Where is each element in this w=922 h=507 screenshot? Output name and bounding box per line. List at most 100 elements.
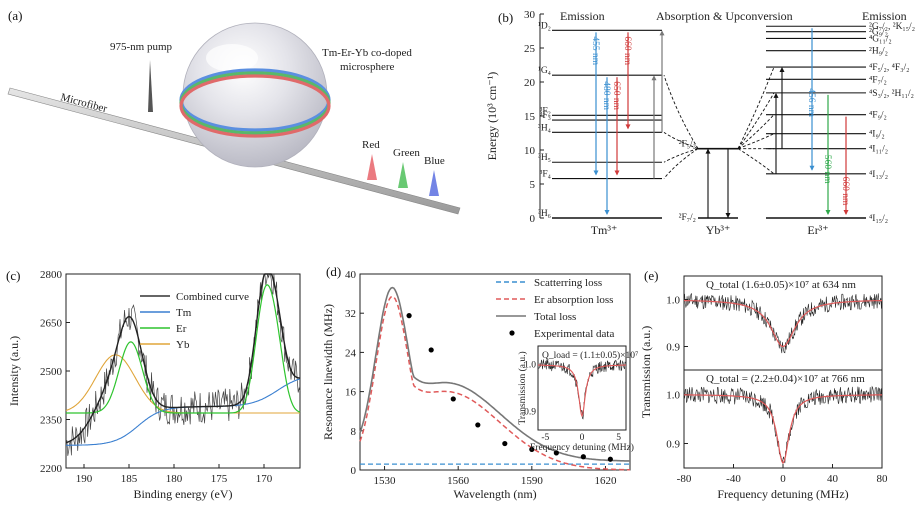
er-emission-label: 560 nm <box>822 155 832 184</box>
tm-emission-label: 480 nm <box>601 81 611 110</box>
er-level-label: ⁴I₁₃/₂ <box>869 170 888 180</box>
y-tick-label: 2500 <box>40 366 63 378</box>
yb-label: Yb³⁺ <box>706 223 731 237</box>
y-tick-label: 10 <box>524 145 536 157</box>
transmission-raw <box>683 385 883 464</box>
panel-a: (a) Microfiber Tm-Er-Yb co-doped microsp… <box>0 0 470 230</box>
legend-label: Experimental data <box>534 328 614 340</box>
y-tick-label: 1.0 <box>666 390 680 402</box>
y-axis-label: Energy (10³ cm⁻¹) <box>485 72 499 161</box>
experimental-point <box>553 450 559 456</box>
legend-label: Er absorption loss <box>534 294 613 306</box>
inset-y-label: Transmission (a.u.) <box>517 351 528 424</box>
microsphere <box>182 22 328 168</box>
x-tick-label: 80 <box>877 473 889 485</box>
q-label: Q_total = (2.2±0.04)×10⁷ at 766 nm <box>706 373 865 385</box>
er-emission-arrowhead <box>843 210 849 215</box>
er-level-label: ⁴I₉/₂ <box>869 130 885 140</box>
panel-d: (d) 1530 1560 1590 1620 0 8 16 24 32 40 Wavelength … <box>318 262 638 507</box>
tm-emission-arrowhead <box>625 124 631 130</box>
inset-x-tick-label: 5 <box>616 433 621 443</box>
sphere-label-2: microsphere <box>340 61 394 73</box>
er-level-label: ⁴F₉/₂ <box>869 111 887 121</box>
x-axis-label: Frequency detuning (MHz) <box>717 487 848 501</box>
er-level-label: ⁴F₇/₂ <box>869 75 887 85</box>
tm-level-label: ³F₃ <box>540 111 551 121</box>
energy-transfer-er <box>737 133 775 150</box>
transmission-fit <box>684 394 882 465</box>
xps-chart: (c) 190 185 180 175 170 2200 2350 2500 2650 2800 Bi… <box>6 268 301 501</box>
er-curve <box>66 284 301 414</box>
er-level-label: ⁴I₁₅/₂ <box>869 214 888 224</box>
panel-e-label: (e) <box>644 268 658 283</box>
legend-label: Total loss <box>534 311 576 323</box>
yb-curve <box>65 354 300 414</box>
y-tick-label: 0.9 <box>666 342 680 354</box>
tm-level-label: ³H₆ <box>538 209 551 219</box>
yb-level-label: ²F₇/₂ <box>679 213 696 223</box>
inset-raw-data <box>537 359 627 420</box>
experimental-point <box>580 454 586 460</box>
inset-y-tick-label: 1.0 <box>524 361 536 371</box>
inset-y-tick-label: 0.9 <box>524 407 536 417</box>
er-absorption-arrowhead <box>773 92 779 98</box>
er-level-label: ²G₇/₂, ²K₁₅/₂ <box>869 22 915 32</box>
inset-x-label: Frequency detuning (MHz) <box>530 442 634 453</box>
er-absorption-loss-line <box>359 295 631 471</box>
emission-pulse-red <box>367 154 377 180</box>
header-emission-er: Emission <box>862 9 907 23</box>
x-tick-label: 1620 <box>594 475 617 487</box>
y-tick-label: 24 <box>345 347 357 359</box>
emission-label-red: Red <box>362 139 380 151</box>
legend-label: Combined curve <box>176 291 249 303</box>
er-emission-arrowhead <box>809 165 815 171</box>
er-emission-label: 456 nm <box>806 88 816 117</box>
inset-x-tick-label: -5 <box>541 433 549 443</box>
legend-label: Yb <box>176 339 190 351</box>
x-tick-label: 175 <box>211 473 228 485</box>
tm-level-label: ³H₅ <box>538 153 551 163</box>
er-emission-arrowhead <box>825 210 831 215</box>
y-tick-label: 2800 <box>40 269 63 281</box>
y-tick-label: 15 <box>524 111 536 123</box>
y-tick-label: 8 <box>351 426 357 438</box>
plot-frame <box>65 273 301 469</box>
tm-level-label: ¹G₄ <box>538 66 551 76</box>
energy-transfer-tm <box>663 131 699 150</box>
tm-emission-arrowhead <box>593 170 599 176</box>
energy-level-diagram: (b) 0 5 10 15 20 25 30 Energy (10³ cm⁻¹) Emission… <box>485 9 915 237</box>
panel-b: (b) 0 5 10 15 20 25 30 Energy (10³ cm⁻¹) Emission… <box>476 0 922 240</box>
experimental-point <box>502 440 508 447</box>
linewidth-chart: (d) 1530 1560 1590 1620 0 8 16 24 32 40 Wavelength … <box>321 264 638 501</box>
x-tick-label: 1590 <box>521 475 544 487</box>
panel-c-label: (c) <box>6 268 20 283</box>
y-tick-label: 20 <box>524 77 536 89</box>
y-axis-label: Transmission (a.u.) <box>639 326 653 419</box>
panel-d-label: (d) <box>326 264 341 279</box>
y-tick-label: 16 <box>345 387 357 399</box>
experimental-point <box>475 422 481 428</box>
tm-emission-label: 455 nm <box>590 36 600 65</box>
experimental-point <box>406 313 412 319</box>
legend-swatch <box>509 330 515 336</box>
x-axis-label: Binding energy (eV) <box>133 487 232 501</box>
energy-transfer-tm <box>663 148 699 163</box>
panel-a-label: (a) <box>8 8 22 23</box>
x-tick-label: 185 <box>121 473 138 485</box>
transmission-chart: (e) -80 -40 0 40 80 Frequency detuning (MHz) Tr… <box>639 268 889 501</box>
energy-transfer-er <box>737 148 775 175</box>
transmission-fit <box>683 299 883 348</box>
tm-emission-arrowhead <box>614 170 620 176</box>
energy-transfer-tm <box>663 148 699 179</box>
energy-transfer-tm <box>663 75 699 149</box>
yb-transition-arrowhead <box>705 148 711 154</box>
experimental-point <box>607 456 613 462</box>
panel-e: (e) -80 -40 0 40 80 Frequency detuning (MHz) Tr… <box>639 262 922 507</box>
er-emission-label: 660 nm <box>840 177 850 206</box>
y-axis-label: Resonance linewidth (MHz) <box>321 304 335 440</box>
tm-level-label: ¹D₂ <box>538 21 551 31</box>
x-tick-label: 180 <box>166 473 183 485</box>
er-level-label: ²H₉/₂ <box>869 47 888 57</box>
tm-emission-label: 650 nm <box>611 81 621 110</box>
header-absorption: Absorption & Upconversion <box>656 9 793 23</box>
